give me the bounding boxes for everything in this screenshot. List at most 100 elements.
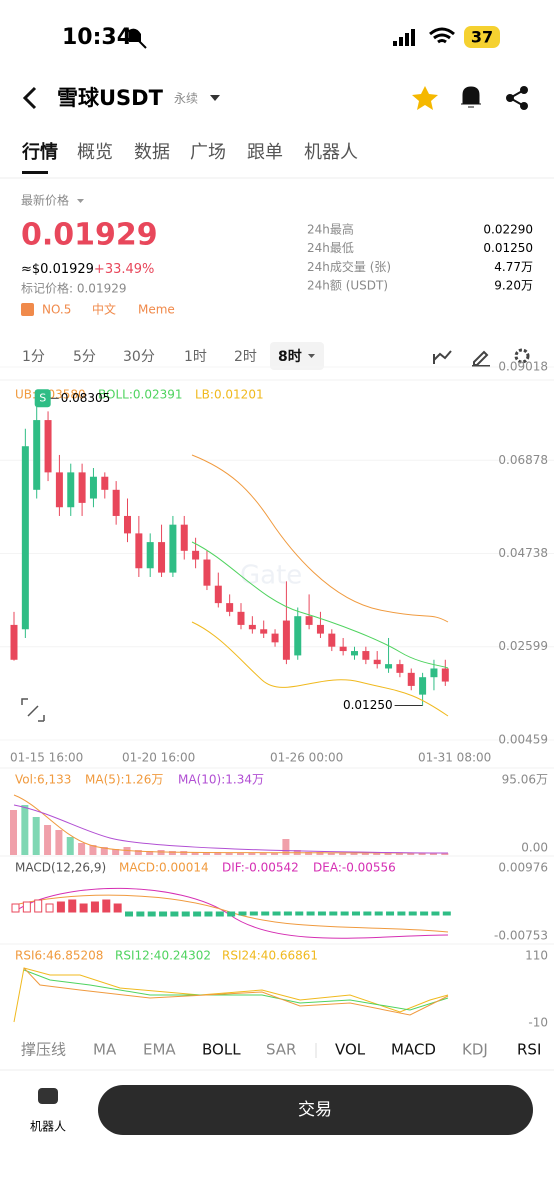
vol-bar [316,852,324,855]
vol-bar [259,853,267,855]
battery [464,26,500,48]
macd-bar [363,911,372,916]
macd-bar [204,911,213,917]
candle-body [316,624,324,634]
candle-body [328,633,336,647]
boll-legend: BOLL:0.02391 [98,388,183,402]
low-label: 0.01250 [343,698,393,712]
macd-bar [386,911,395,916]
share[interactable] [506,86,528,110]
fullscreen[interactable] [21,698,45,722]
indicator-tab[interactable]: RSI [517,1041,541,1059]
y-tick-label: 0.02599 [498,639,548,653]
tag: 中文 [92,302,116,317]
vol-bar [191,852,199,855]
candle-body [21,446,29,630]
stat-value: 0.02290 [483,223,533,237]
tag: Meme [138,303,175,317]
alert[interactable] [461,86,481,108]
vol-bar [327,853,335,855]
candle-body [169,524,177,573]
candle-body [10,624,18,660]
draw[interactable] [472,350,490,367]
tab[interactable]: 广场 [190,142,226,163]
macd-bar [181,911,190,917]
stat-value: 9.20万 [494,279,533,293]
last-price: 0.01929 [21,218,158,253]
vol-bar [305,852,313,855]
macd-bar [295,911,304,916]
tab[interactable]: 机器人 [304,142,358,163]
tab[interactable]: 跟单 [247,142,283,163]
vol-bar [89,845,97,855]
candle-body [44,420,52,473]
candle-body [203,559,211,586]
macd-bar [442,911,451,916]
indicator-tab[interactable]: MA [93,1041,117,1059]
candle-body [135,533,143,569]
vol-bar [55,830,63,855]
y-tick-label: 0.09018 [498,360,548,374]
macd-bar [227,911,236,917]
vol-bar [202,852,210,855]
mark-price: 标记价格: 0.01929 [21,281,126,296]
indicator-tab[interactable]: 撑压线 [21,1041,66,1059]
rsi24 [13,967,449,1023]
candle-body [214,585,222,604]
interval[interactable]: 30分 [123,349,155,365]
candle-body [419,677,427,695]
trade-button[interactable] [98,1085,533,1135]
boll-mid [191,541,449,669]
settings[interactable] [514,348,530,364]
tab[interactable]: 数据 [134,142,170,163]
interval[interactable]: 1时 [184,349,207,365]
macd-bar [68,899,77,913]
vol-bar [282,839,290,855]
indicator-tab[interactable]: VOL [335,1041,366,1059]
indicator-tab[interactable]: SAR [266,1041,296,1059]
title: 雪球USDT [57,86,164,110]
x-label: 01-26 00:00 [270,751,343,765]
interval[interactable]: 5分 [73,349,96,365]
macd-legend: DIF:-0.00542 [222,861,299,875]
trade-label[interactable]: 交易 [298,1100,332,1120]
macd-bar [113,903,122,913]
vol-axis: 95.06万 [502,773,548,787]
vol-bar [10,810,17,855]
back[interactable] [22,86,37,110]
interval[interactable]: 1分 [22,349,45,365]
dropdown[interactable] [210,95,220,101]
candle-body [146,542,154,569]
vol-bar [100,847,108,855]
robot-icon[interactable] [38,1088,58,1104]
chart-type[interactable] [433,350,452,364]
indicator-tab[interactable]: EMA [143,1041,176,1059]
macd-legend: MACD(12,26,9) [15,861,106,875]
vol-bar [44,825,52,855]
indicator-tab[interactable]: KDJ [462,1041,488,1059]
macd-bar [317,911,326,916]
macd-bar [352,911,360,916]
y-tick-label: 0.00459 [498,733,548,747]
favorite[interactable] [412,86,438,110]
x-label: 01-31 08:00 [418,751,491,765]
vol-bar [350,853,358,855]
interval[interactable]: 2时 [234,349,257,365]
vol-legend: MA(5):1.26万 [85,773,163,787]
vol-bar [225,853,233,855]
candle-body [180,524,188,551]
indicator-tab[interactable]: MACD [391,1041,436,1059]
tab[interactable]: 概览 [77,142,113,163]
candle-body [101,476,109,490]
interval[interactable]: 8时 [278,348,302,365]
vol-bar [339,853,347,855]
macd-bar [22,901,31,913]
robot-label[interactable]: 机器人 [30,1120,66,1134]
indicator-tab[interactable]: BOLL [202,1041,241,1059]
change: +33.49% [94,262,154,277]
candle-body [89,476,97,499]
stat-value: 4.77万 [494,260,533,274]
tag: NO.5 [42,303,71,317]
tab[interactable]: 行情 [21,141,58,163]
